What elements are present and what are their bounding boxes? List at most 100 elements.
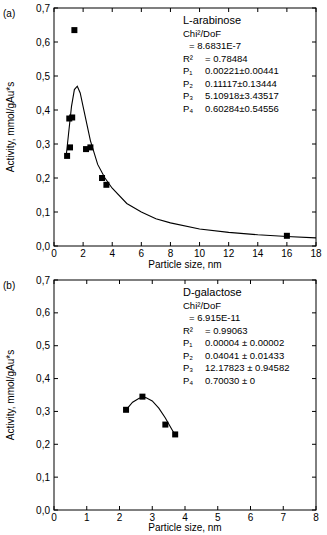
- y-tick-label: 0,6: [36, 307, 50, 318]
- x-tick-label: 18: [310, 248, 322, 259]
- y-tick-right: [312, 178, 316, 179]
- x-tick-label: 6: [139, 248, 145, 259]
- fit-annotation: 5.10918±3.43517: [205, 90, 279, 101]
- y-tick: [54, 345, 58, 346]
- x-tick-label: 7: [280, 512, 286, 523]
- x-tick-top: [283, 280, 284, 284]
- y-tick: [54, 144, 58, 145]
- x-tick: [199, 242, 200, 246]
- x-tick-top: [228, 8, 229, 12]
- data-area: [123, 394, 178, 438]
- y-tick: [54, 444, 58, 445]
- y-tick: [54, 280, 58, 281]
- x-tick: [54, 506, 55, 510]
- y-tick-label: 0,3: [36, 139, 50, 150]
- x-tick-label: 10: [194, 248, 206, 259]
- y-tick-label: 0,3: [36, 406, 50, 417]
- figure: 0246810121416180,00,10,20,30,40,50,60,7P…: [0, 0, 327, 535]
- x-tick-label: 16: [281, 248, 293, 259]
- x-tick-label: 0: [51, 248, 57, 259]
- x-tick-top: [316, 8, 317, 12]
- panel-label: (b): [3, 280, 15, 291]
- fit-annotation: = 8.6831E-7: [189, 40, 241, 51]
- x-tick: [316, 242, 317, 246]
- y-tick-label: 0,0: [36, 241, 50, 252]
- x-tick-top: [185, 280, 186, 284]
- y-axis-label: Activity, mmol/gAu*s: [5, 82, 16, 172]
- fit-annotation: 0.60284±0.54556: [205, 103, 279, 114]
- x-tick-label: 6: [248, 512, 254, 523]
- x-tick: [283, 506, 284, 510]
- y-axis-label: Activity, mmol/gAu*s: [5, 350, 16, 440]
- x-tick-label: 4: [109, 248, 115, 259]
- x-tick: [250, 506, 251, 510]
- data-point: [139, 394, 145, 400]
- y-tick: [54, 378, 58, 379]
- data-point: [64, 153, 70, 159]
- fit-annotation: 0.04041 ± 0.01433: [205, 350, 284, 361]
- x-tick: [112, 242, 113, 246]
- x-tick: [257, 242, 258, 246]
- fit-curve: [126, 398, 175, 435]
- x-tick: [83, 242, 84, 246]
- y-tick-right: [312, 510, 316, 511]
- x-tick-top: [112, 8, 113, 12]
- y-tick-right: [312, 110, 316, 111]
- x-tick: [141, 242, 142, 246]
- y-tick-right: [312, 345, 316, 346]
- y-tick-label: 0,1: [36, 472, 50, 483]
- y-tick-right: [312, 444, 316, 445]
- x-tick: [286, 242, 287, 246]
- x-tick-top: [141, 8, 142, 12]
- x-tick-label: 0: [51, 512, 57, 523]
- y-tick-right: [312, 246, 316, 247]
- fit-annotation: P₄: [183, 375, 193, 386]
- x-tick-top: [83, 8, 84, 12]
- x-tick: [217, 506, 218, 510]
- x-tick-top: [54, 8, 55, 12]
- y-tick-right: [312, 8, 316, 9]
- x-tick: [228, 242, 229, 246]
- y-tick-label: 0,4: [36, 373, 50, 384]
- y-tick-right: [312, 76, 316, 77]
- y-tick: [54, 312, 58, 313]
- x-axis-label: Particle size, nm: [148, 522, 221, 533]
- y-tick: [54, 212, 58, 213]
- fit-annotation: P₁: [183, 65, 193, 76]
- x-tick-label: 2: [80, 248, 86, 259]
- y-tick: [54, 42, 58, 43]
- fit-annotation: = 6.915E-11: [189, 312, 240, 323]
- x-tick: [54, 242, 55, 246]
- x-tick: [316, 506, 317, 510]
- y-tick: [54, 8, 58, 9]
- fit-annotation: R²: [183, 53, 193, 64]
- fit-annotation: 0.70030 ± 0: [205, 375, 255, 386]
- plot-frame: [54, 8, 316, 246]
- y-tick-right: [312, 477, 316, 478]
- y-tick: [54, 76, 58, 77]
- x-tick-top: [316, 280, 317, 284]
- data-area: [64, 27, 316, 239]
- x-tick: [86, 506, 87, 510]
- x-axis-label: Particle size, nm: [148, 259, 221, 270]
- y-tick: [54, 178, 58, 179]
- y-tick: [54, 477, 58, 478]
- x-tick-top: [119, 280, 120, 284]
- x-tick-label: 8: [168, 248, 174, 259]
- x-tick-label: 14: [252, 248, 264, 259]
- x-tick-top: [86, 280, 87, 284]
- y-tick-label: 0,6: [36, 37, 50, 48]
- data-point: [284, 233, 290, 239]
- y-tick-right: [312, 378, 316, 379]
- fit-annotation: P₂: [183, 78, 193, 89]
- x-tick-top: [257, 8, 258, 12]
- x-tick-top: [54, 280, 55, 284]
- fit-annotation: Chi²/DoF: [183, 300, 221, 311]
- x-tick-label: 2: [117, 512, 123, 523]
- panel: 0246810121416180,00,10,20,30,40,50,60,7P…: [3, 3, 322, 271]
- fit-annotation: R²: [183, 325, 193, 336]
- x-tick-top: [152, 280, 153, 284]
- y-tick-label: 0,0: [36, 505, 50, 516]
- fit-annotation: P₁: [183, 337, 193, 348]
- y-tick-label: 0,5: [36, 71, 50, 82]
